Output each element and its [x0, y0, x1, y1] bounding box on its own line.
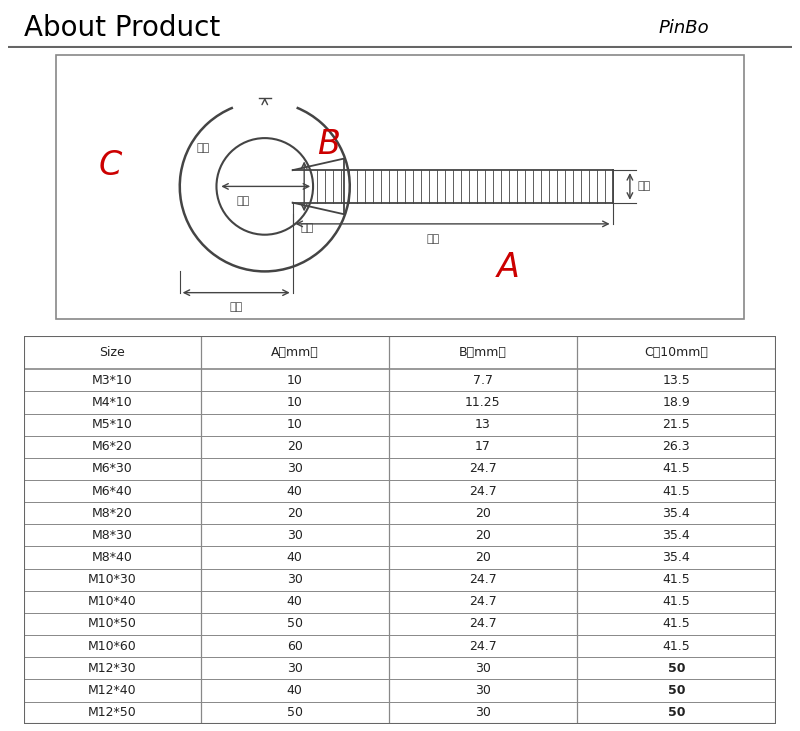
- Text: 35.4: 35.4: [662, 551, 690, 564]
- Text: 24.7: 24.7: [469, 640, 497, 653]
- Text: 50: 50: [668, 662, 685, 675]
- Text: 30: 30: [286, 573, 302, 586]
- Text: 18.9: 18.9: [662, 396, 690, 409]
- Text: M4*10: M4*10: [92, 396, 133, 409]
- Text: 50: 50: [668, 684, 685, 697]
- Text: 26.3: 26.3: [662, 440, 690, 453]
- Text: A（mm）: A（mm）: [271, 346, 318, 359]
- Text: 10: 10: [286, 396, 302, 409]
- Text: 7.7: 7.7: [473, 374, 493, 387]
- Text: M10*40: M10*40: [88, 595, 137, 608]
- Text: 50: 50: [286, 618, 302, 630]
- Text: 40: 40: [286, 595, 302, 608]
- Text: 30: 30: [286, 463, 302, 475]
- Text: M10*60: M10*60: [88, 640, 137, 653]
- Text: 35.4: 35.4: [662, 529, 690, 542]
- Text: 40: 40: [286, 551, 302, 564]
- Text: 24.7: 24.7: [469, 618, 497, 630]
- Text: M6*30: M6*30: [92, 463, 133, 475]
- Text: 41.5: 41.5: [662, 463, 690, 475]
- Text: 30: 30: [286, 529, 302, 542]
- Text: 20: 20: [474, 551, 490, 564]
- Text: PinBo: PinBo: [658, 19, 710, 37]
- Text: C: C: [98, 149, 122, 182]
- Text: Size: Size: [99, 346, 126, 359]
- Text: 13.5: 13.5: [662, 374, 690, 387]
- Text: 41.5: 41.5: [662, 595, 690, 608]
- Text: 10: 10: [286, 418, 302, 431]
- Text: 20: 20: [474, 507, 490, 520]
- Text: 41.5: 41.5: [662, 618, 690, 630]
- Text: 50: 50: [668, 706, 685, 719]
- Text: 35.4: 35.4: [662, 507, 690, 520]
- Text: 20: 20: [286, 507, 302, 520]
- Text: M12*50: M12*50: [88, 706, 137, 719]
- Text: C（10mm）: C（10mm）: [645, 346, 708, 359]
- Text: 24.7: 24.7: [469, 463, 497, 475]
- Polygon shape: [293, 159, 344, 214]
- Text: B（mm）: B（mm）: [458, 346, 506, 359]
- Text: 41.5: 41.5: [662, 485, 690, 498]
- Text: 40: 40: [286, 485, 302, 498]
- Text: 41.5: 41.5: [662, 573, 690, 586]
- Text: M6*20: M6*20: [92, 440, 133, 453]
- Text: 13: 13: [475, 418, 490, 431]
- Text: 40: 40: [286, 684, 302, 697]
- Text: 内径: 内径: [237, 196, 250, 206]
- Text: 17: 17: [474, 440, 490, 453]
- Circle shape: [217, 138, 313, 235]
- Text: 30: 30: [474, 706, 490, 719]
- Text: M10*30: M10*30: [88, 573, 137, 586]
- Text: 外径: 外径: [196, 143, 210, 153]
- Text: M8*30: M8*30: [92, 529, 133, 542]
- Text: 30: 30: [474, 684, 490, 697]
- Text: 24.7: 24.7: [469, 595, 497, 608]
- Text: A: A: [497, 251, 519, 284]
- Bar: [56, 56, 744, 319]
- Text: 24.7: 24.7: [469, 573, 497, 586]
- Text: 41.5: 41.5: [662, 640, 690, 653]
- Text: 21.5: 21.5: [662, 418, 690, 431]
- Text: 牙长: 牙长: [426, 233, 440, 243]
- Text: 高度: 高度: [230, 303, 242, 312]
- Text: 60: 60: [286, 640, 302, 653]
- Text: B: B: [317, 128, 340, 161]
- Text: 11.25: 11.25: [465, 396, 501, 409]
- Text: 50: 50: [286, 706, 302, 719]
- Text: About Product: About Product: [24, 14, 220, 42]
- Text: 20: 20: [286, 440, 302, 453]
- Text: 30: 30: [286, 662, 302, 675]
- Text: M8*20: M8*20: [92, 507, 133, 520]
- Polygon shape: [293, 170, 613, 202]
- Text: 10: 10: [286, 374, 302, 387]
- Text: M10*50: M10*50: [88, 618, 137, 630]
- Circle shape: [180, 102, 350, 271]
- Text: M12*30: M12*30: [88, 662, 137, 675]
- Text: 30: 30: [474, 662, 490, 675]
- Text: 厂度: 厂度: [300, 223, 314, 232]
- Text: 20: 20: [474, 529, 490, 542]
- Text: 24.7: 24.7: [469, 485, 497, 498]
- Text: M8*40: M8*40: [92, 551, 133, 564]
- Text: 直径: 直径: [638, 181, 651, 192]
- Text: M12*40: M12*40: [88, 684, 137, 697]
- Text: M6*40: M6*40: [92, 485, 133, 498]
- Text: M5*10: M5*10: [92, 418, 133, 431]
- Text: M3*10: M3*10: [92, 374, 133, 387]
